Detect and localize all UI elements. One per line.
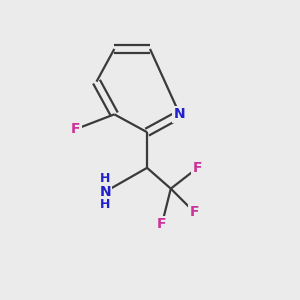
Text: H: H bbox=[100, 199, 111, 212]
Text: N: N bbox=[174, 107, 185, 121]
Text: F: F bbox=[190, 206, 199, 219]
Text: F: F bbox=[157, 217, 167, 231]
Text: N: N bbox=[100, 184, 111, 199]
Text: F: F bbox=[71, 122, 80, 136]
Text: F: F bbox=[193, 161, 202, 175]
Text: H: H bbox=[100, 172, 111, 185]
